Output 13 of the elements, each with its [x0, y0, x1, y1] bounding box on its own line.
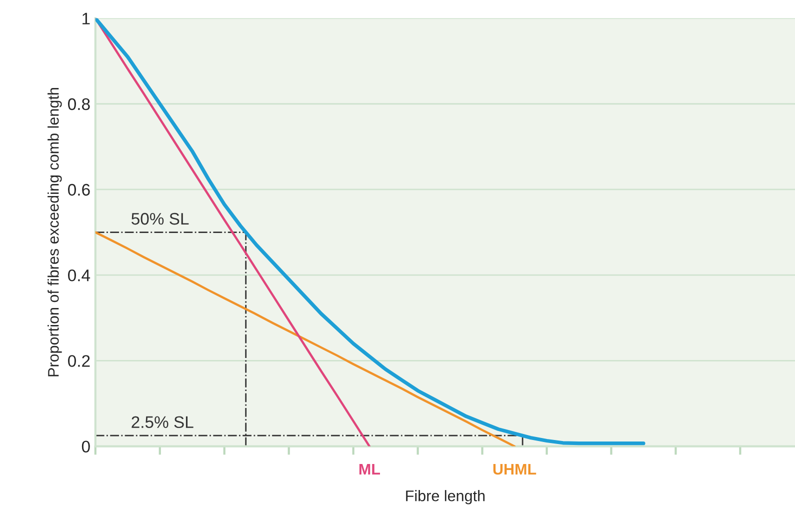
y-tick-label: 0.4: [68, 269, 90, 282]
ref-line-label: 50% SL: [132, 212, 189, 225]
y-tick-label: 0: [82, 440, 90, 453]
line-series: [95, 231, 516, 446]
series-label: ML: [359, 464, 380, 475]
y-axis-title: Proportion of fibres exceeding comb length: [48, 88, 62, 376]
y-tick-label: 0.2: [68, 355, 90, 367]
series-label: UHML: [493, 464, 536, 475]
y-tick-label: 0.8: [68, 98, 90, 110]
y-tick-label: 1: [82, 12, 90, 24]
x-axis-title: Fibre length: [406, 490, 485, 504]
ref-line-label: 2.5% SL: [132, 416, 194, 428]
y-tick-label: 0.6: [68, 184, 90, 196]
